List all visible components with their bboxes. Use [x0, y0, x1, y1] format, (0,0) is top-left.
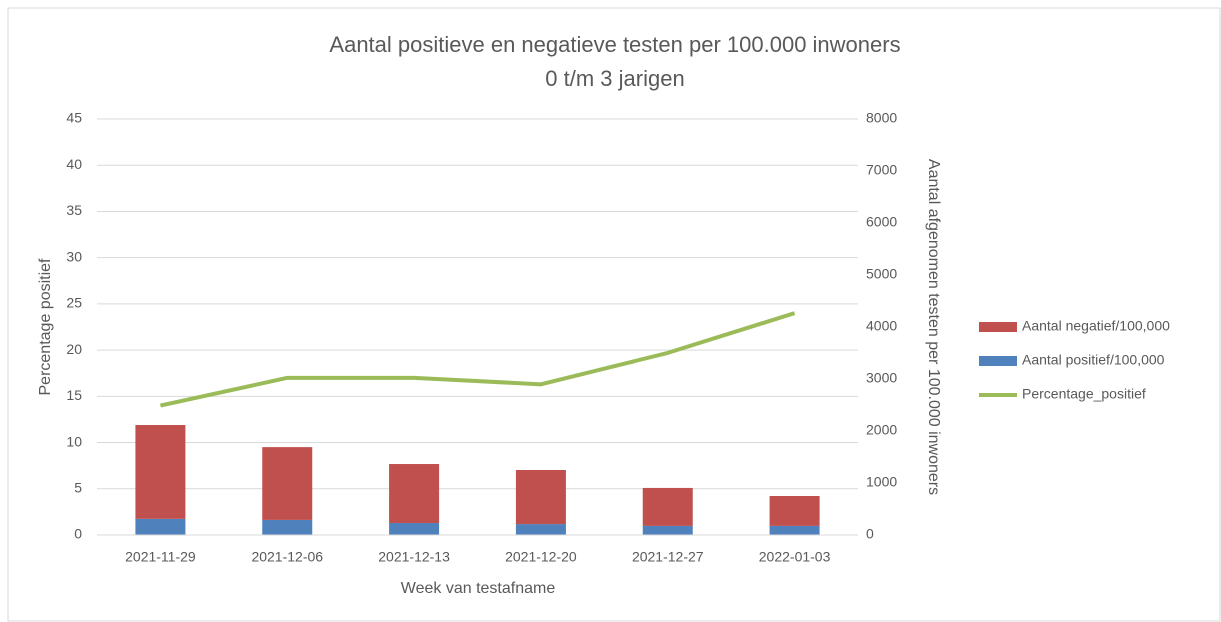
x-tick-label: 2021-12-06 — [251, 549, 323, 565]
y2-tick-label: 3000 — [866, 370, 897, 386]
bar — [642, 525, 693, 535]
bar — [769, 496, 820, 526]
y2-axis-label: Aantal afgenomen testen per 100.000 inwo… — [925, 159, 942, 495]
bar — [515, 470, 566, 525]
legend-swatch — [979, 322, 1017, 332]
y-tick-label: 30 — [66, 248, 82, 264]
x-tick-label: 2021-11-29 — [125, 549, 196, 565]
x-tick-label: 2021-12-27 — [632, 549, 704, 565]
bar — [769, 525, 820, 535]
line — [159, 311, 796, 408]
chart-subtitle: 0 t/m 3 jarigen — [545, 66, 684, 91]
y2-tick-label: 5000 — [866, 266, 897, 282]
bar — [135, 425, 186, 519]
y2-tick-label: 8000 — [866, 110, 897, 126]
bar — [642, 487, 693, 526]
legend-swatch — [979, 356, 1017, 366]
y2-tick-label: 4000 — [866, 318, 897, 334]
bar — [389, 464, 440, 524]
x-tick-label: 2021-12-20 — [505, 549, 577, 565]
y2-tick-label: 2000 — [866, 422, 897, 438]
legend-label: Percentage_positief — [1022, 386, 1146, 402]
bar — [262, 447, 313, 520]
legend-label: Aantal positief/100,000 — [1022, 352, 1165, 368]
chart-border — [7, 7, 1221, 622]
x-axis-label: Week van testafname — [401, 580, 556, 597]
bar — [515, 524, 566, 535]
x-tick-label: 2022-01-03 — [759, 549, 831, 565]
y-tick-label: 35 — [66, 202, 82, 218]
y-tick-label: 20 — [66, 341, 82, 357]
y-tick-label: 25 — [66, 295, 82, 311]
bar — [135, 518, 186, 535]
y-tick-label: 45 — [66, 110, 82, 126]
y-tick-label: 15 — [66, 387, 82, 403]
y-tick-label: 40 — [66, 156, 82, 172]
bar — [262, 519, 313, 535]
y-tick-label: 5 — [74, 479, 82, 495]
bar — [389, 523, 440, 535]
y2-tick-label: 0 — [866, 526, 874, 542]
y2-tick-label: 1000 — [866, 474, 897, 490]
y2-tick-label: 6000 — [866, 214, 897, 230]
y-tick-label: 0 — [74, 526, 82, 542]
y-axis-label: Percentage positief — [37, 258, 54, 396]
legend-label: Aantal negatief/100,000 — [1022, 318, 1170, 334]
chart-title: Aantal positieve en negatieve testen per… — [329, 32, 900, 57]
y2-tick-label: 7000 — [866, 162, 897, 178]
x-tick-label: 2021-12-13 — [378, 549, 450, 565]
y-tick-label: 10 — [66, 433, 82, 449]
